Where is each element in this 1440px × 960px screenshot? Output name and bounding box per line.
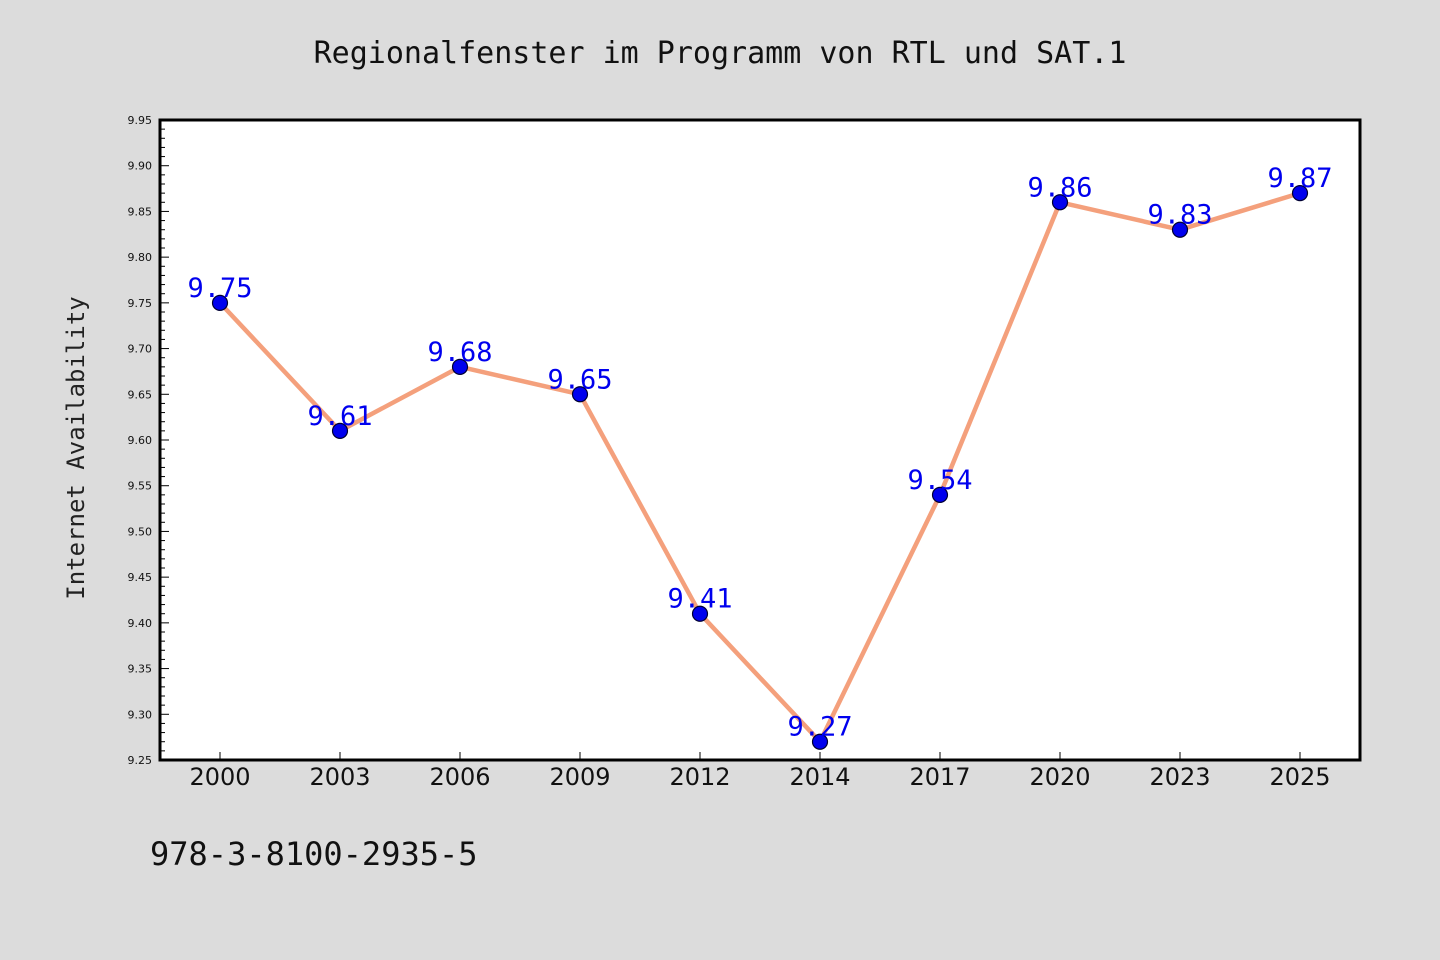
y-tick-label: 9.60 xyxy=(128,434,153,447)
y-tick-label: 9.35 xyxy=(128,663,153,676)
y-tick-label: 9.80 xyxy=(128,251,153,264)
data-points xyxy=(211,185,1309,750)
y-tick-label: 9.55 xyxy=(128,480,153,493)
data-label: 9.27 xyxy=(787,712,852,743)
y-tick-label: 9.85 xyxy=(128,205,153,218)
series-line xyxy=(217,190,1303,744)
data-label: 9.68 xyxy=(427,337,492,368)
data-label: 9.65 xyxy=(547,364,612,395)
data-label: 9.87 xyxy=(1267,163,1332,194)
x-tick-label: 2006 xyxy=(429,763,490,791)
data-point xyxy=(691,605,709,622)
y-tick-label: 9.70 xyxy=(128,343,153,356)
data-label: 9.86 xyxy=(1027,172,1092,203)
series-line-group xyxy=(217,190,1303,744)
data-point xyxy=(571,386,589,403)
data-point xyxy=(931,486,949,503)
data-label: 9.61 xyxy=(307,401,372,432)
data-point xyxy=(1051,194,1069,211)
y-tick-label: 9.65 xyxy=(128,388,153,401)
data-point xyxy=(1171,221,1189,238)
y-tick-label: 9.75 xyxy=(128,297,153,310)
x-tick-label: 2025 xyxy=(1269,763,1330,791)
y-tick-label: 9.45 xyxy=(128,571,153,584)
x-tick-label: 2000 xyxy=(189,763,250,791)
x-tick-label: 2020 xyxy=(1029,763,1090,791)
data-label: 9.83 xyxy=(1147,200,1212,231)
y-axis: 9.25 9.30 9.35 9.40 9.45 9.50 9.55 9.60 9.65 9.70… xyxy=(128,114,169,767)
y-tick-label: 9.95 xyxy=(128,114,153,127)
y-tick-label: 9.40 xyxy=(128,617,153,630)
data-point xyxy=(331,422,349,439)
data-label: 9.54 xyxy=(907,465,972,496)
footer-code: 978-3-8100-2935-5 xyxy=(150,835,478,873)
x-tick-label: 2014 xyxy=(789,763,850,791)
data-point xyxy=(1291,185,1309,202)
data-point xyxy=(811,733,829,750)
data-label: 9.75 xyxy=(187,273,252,304)
x-axis: 2000 2003 2006 2009 2012 2014 2017 2020 2023 2025 xyxy=(189,752,1331,791)
data-point xyxy=(211,294,229,311)
data-label: 9.41 xyxy=(667,584,732,615)
x-tick-label: 2009 xyxy=(549,763,610,791)
y-axis-label: Internet Availability xyxy=(62,296,90,599)
x-tick-label: 2023 xyxy=(1149,763,1210,791)
y-tick-label: 9.30 xyxy=(128,708,153,721)
y-tick-label: 9.90 xyxy=(128,160,153,173)
y-tick-label: 9.50 xyxy=(128,525,153,538)
x-tick-label: 2012 xyxy=(669,763,730,791)
x-tick-label: 2017 xyxy=(909,763,970,791)
data-point xyxy=(451,358,469,375)
data-labels: 9.75 9.61 9.68 9.65 9.41 9.27 9.54 9.86 9.83 9.87 xyxy=(187,163,1332,743)
x-tick-label: 2003 xyxy=(309,763,370,791)
chart-title: Regionalfenster im Programm von RTL und … xyxy=(314,36,1127,71)
y-tick-label: 9.25 xyxy=(128,754,153,767)
